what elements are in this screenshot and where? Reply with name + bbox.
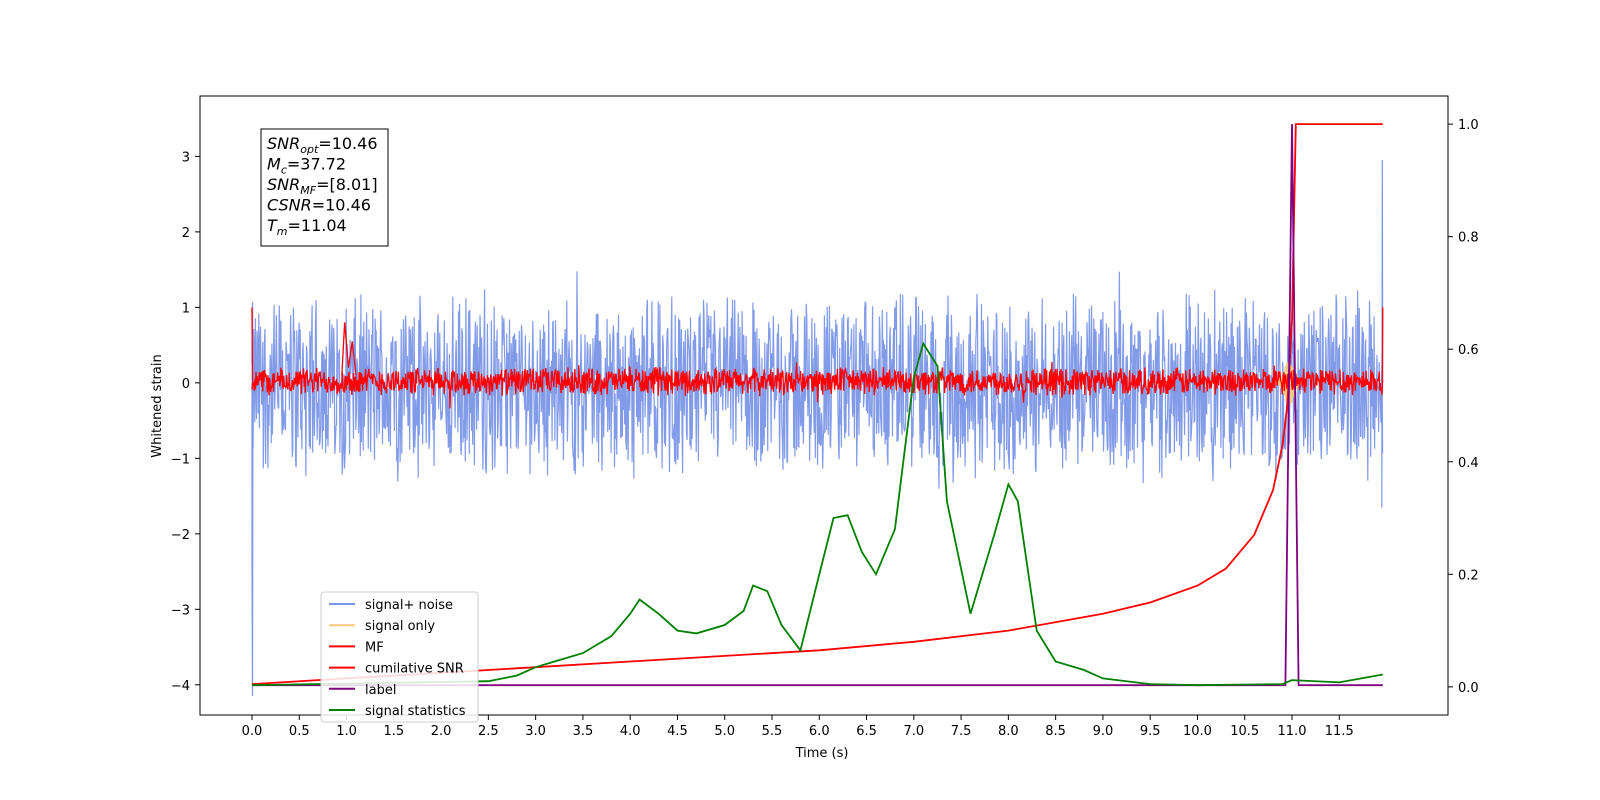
annotation-symbol: T: [267, 216, 278, 235]
x-tick-label: 6.0: [809, 724, 830, 739]
x-axis: 0.0 0.5 1.0 1.5 2.0 2.5 3.0 3.5 4.0 4.5 5.0 5.5 6.0 6…: [242, 715, 1354, 739]
legend-frame: [320, 591, 479, 723]
y-axis-right: 1.0 0.8 0.6 0.4 0.2 0.0: [1448, 118, 1479, 696]
annotation-symbol: SNR: [267, 175, 300, 194]
y-left-tick-label: −2: [171, 528, 190, 543]
y-left-tick-label: 2: [182, 226, 190, 241]
annotation-subscript: MF: [300, 184, 316, 197]
x-tick-label: 10.5: [1230, 724, 1259, 739]
x-tick-label: 4.5: [667, 724, 688, 739]
legend: signal+ noise signal only MF cumilative SNR…: [320, 591, 479, 723]
y-left-tick-label: 0: [182, 377, 190, 392]
legend-label: signal+ noise: [365, 598, 453, 613]
y-right-tick-label: 0.8: [1458, 231, 1479, 246]
legend-label: MF: [365, 640, 384, 655]
annotation-value: =10.46: [312, 196, 371, 215]
series-signal-noise: [251, 271, 1384, 489]
annotation-value: =[8.01]: [316, 175, 378, 194]
annotation-line: Tm=11.04: [267, 216, 347, 238]
y-left-tick-label: 3: [182, 150, 190, 165]
series-cumulative-snr: [251, 123, 1383, 685]
x-tick-label: 3.5: [573, 724, 594, 739]
y-right-tick-label: 0.4: [1458, 456, 1479, 471]
annotation-subscript: c: [281, 164, 287, 177]
series-layer: [251, 123, 1384, 697]
annotation-line: CSNR=10.46: [267, 196, 371, 215]
y-left-tick-label: −3: [171, 603, 190, 618]
annotation-frame: [260, 128, 389, 247]
x-axis-label: Time (s): [795, 746, 849, 761]
annotation-line: SNRopt=10.46: [267, 134, 378, 156]
x-tick-label: 11.5: [1325, 724, 1354, 739]
x-tick-label: 7.0: [903, 724, 924, 739]
legend-label: cumilative SNR: [365, 662, 464, 677]
x-tick-label: 6.5: [856, 724, 877, 739]
series-label: [252, 124, 1383, 687]
legend-label: signal only: [365, 619, 435, 634]
annotation-value: =37.72: [287, 155, 346, 174]
x-tick-label: 5.0: [714, 724, 735, 739]
x-tick-label: 8.0: [998, 724, 1019, 739]
y-right-tick-label: 0.2: [1458, 568, 1479, 583]
annotation-symbol: CSNR: [267, 196, 312, 215]
annotation-subscript: m: [277, 225, 288, 238]
annotation-line: SNRMF=[8.01]: [267, 175, 378, 197]
annotation-symbol: SNR: [267, 134, 300, 153]
x-tick-label: 7.5: [951, 724, 972, 739]
annotation-value: =11.04: [288, 216, 347, 235]
annotation-symbol: M: [267, 155, 281, 174]
x-tick-label: 9.0: [1093, 724, 1114, 739]
y-left-tick-label: −4: [171, 679, 190, 694]
series-signal-statistics: [251, 341, 1383, 687]
x-tick-label: 8.5: [1045, 724, 1066, 739]
x-tick-label: 0.5: [289, 724, 310, 739]
annotation-value: =10.46: [318, 134, 377, 153]
y-axis-label: Whitened strain: [150, 354, 165, 457]
y-right-tick-label: 0.0: [1458, 681, 1479, 696]
x-tick-label: 0.0: [242, 724, 263, 739]
x-tick-label: 4.0: [620, 724, 641, 739]
x-tick-label: 1.0: [336, 724, 357, 739]
x-tick-label: 2.5: [478, 724, 499, 739]
series-mf-edges: [251, 307, 1384, 383]
x-tick-label: 10.0: [1183, 724, 1212, 739]
y-left-tick-label: 1: [182, 301, 190, 316]
legend-label: signal statistics: [365, 704, 466, 719]
y-left-tick-label: −1: [171, 452, 190, 467]
y-right-tick-label: 0.6: [1458, 343, 1479, 358]
legend-label: label: [365, 683, 396, 698]
x-tick-label: 5.5: [762, 724, 783, 739]
annotation-subscript: opt: [300, 143, 319, 156]
series-signal-noise-edge-start: [251, 352, 254, 697]
x-tick-label: 1.5: [383, 724, 404, 739]
series-mf-bump: [341, 322, 357, 376]
plot-frame: [199, 95, 1449, 716]
series-mf: [251, 362, 1384, 409]
annotation-line: Mc=37.72: [267, 155, 346, 177]
x-tick-label: 9.5: [1140, 724, 1161, 739]
x-tick-label: 11.0: [1278, 724, 1307, 739]
x-tick-label: 2.0: [431, 724, 452, 739]
y-right-tick-label: 1.0: [1458, 118, 1479, 133]
y-axis-left: 3 2 1 0 −1 −2 −3 −4: [171, 150, 200, 694]
annotation-box: SNRopt=10.46Mc=37.72SNRMF=[8.01]CSNR=10.…: [260, 128, 389, 247]
x-tick-label: 3.0: [525, 724, 546, 739]
